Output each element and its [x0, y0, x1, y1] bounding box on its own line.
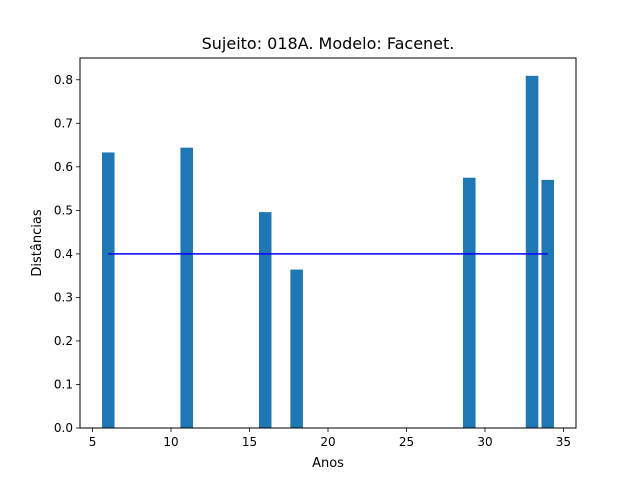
- bar: [180, 147, 194, 428]
- y-axis-ticks: 0.0 0.1 0.2 0.3 0.4 0.5 0.6 0.7 0.8: [54, 73, 80, 435]
- x-tick-label: 15: [242, 435, 257, 449]
- y-tick-label: 0.4: [54, 247, 73, 261]
- y-tick-label: 0.6: [54, 160, 73, 174]
- bar: [290, 269, 303, 428]
- bar: [541, 179, 555, 428]
- y-tick-label: 0.5: [54, 203, 73, 217]
- x-tick-label: 35: [556, 435, 571, 449]
- y-tick-label: 0.0: [54, 421, 73, 435]
- y-tick-label: 0.7: [54, 116, 73, 130]
- chart-title: Sujeito: 018A. Modelo: Facenet.: [202, 34, 455, 53]
- x-axis-label: Anos: [312, 456, 344, 471]
- y-axis-label: Distâncias: [30, 209, 45, 276]
- y-tick-label: 0.1: [54, 377, 73, 391]
- x-tick-label: 30: [477, 435, 492, 449]
- x-axis-ticks: 5 10 15 20 25 30 35: [89, 428, 571, 449]
- bars-group: [101, 75, 555, 429]
- y-tick-label: 0.8: [54, 73, 73, 87]
- bar: [525, 75, 539, 429]
- bar: [258, 212, 272, 428]
- x-tick-label: 25: [399, 435, 414, 449]
- plot-area: [80, 58, 576, 428]
- bar: [101, 152, 115, 429]
- bar: [462, 177, 476, 428]
- x-tick-label: 20: [320, 435, 335, 449]
- y-tick-label: 0.3: [54, 290, 73, 304]
- x-tick-label: 10: [163, 435, 178, 449]
- y-tick-label: 0.2: [54, 334, 73, 348]
- x-tick-label: 5: [89, 435, 97, 449]
